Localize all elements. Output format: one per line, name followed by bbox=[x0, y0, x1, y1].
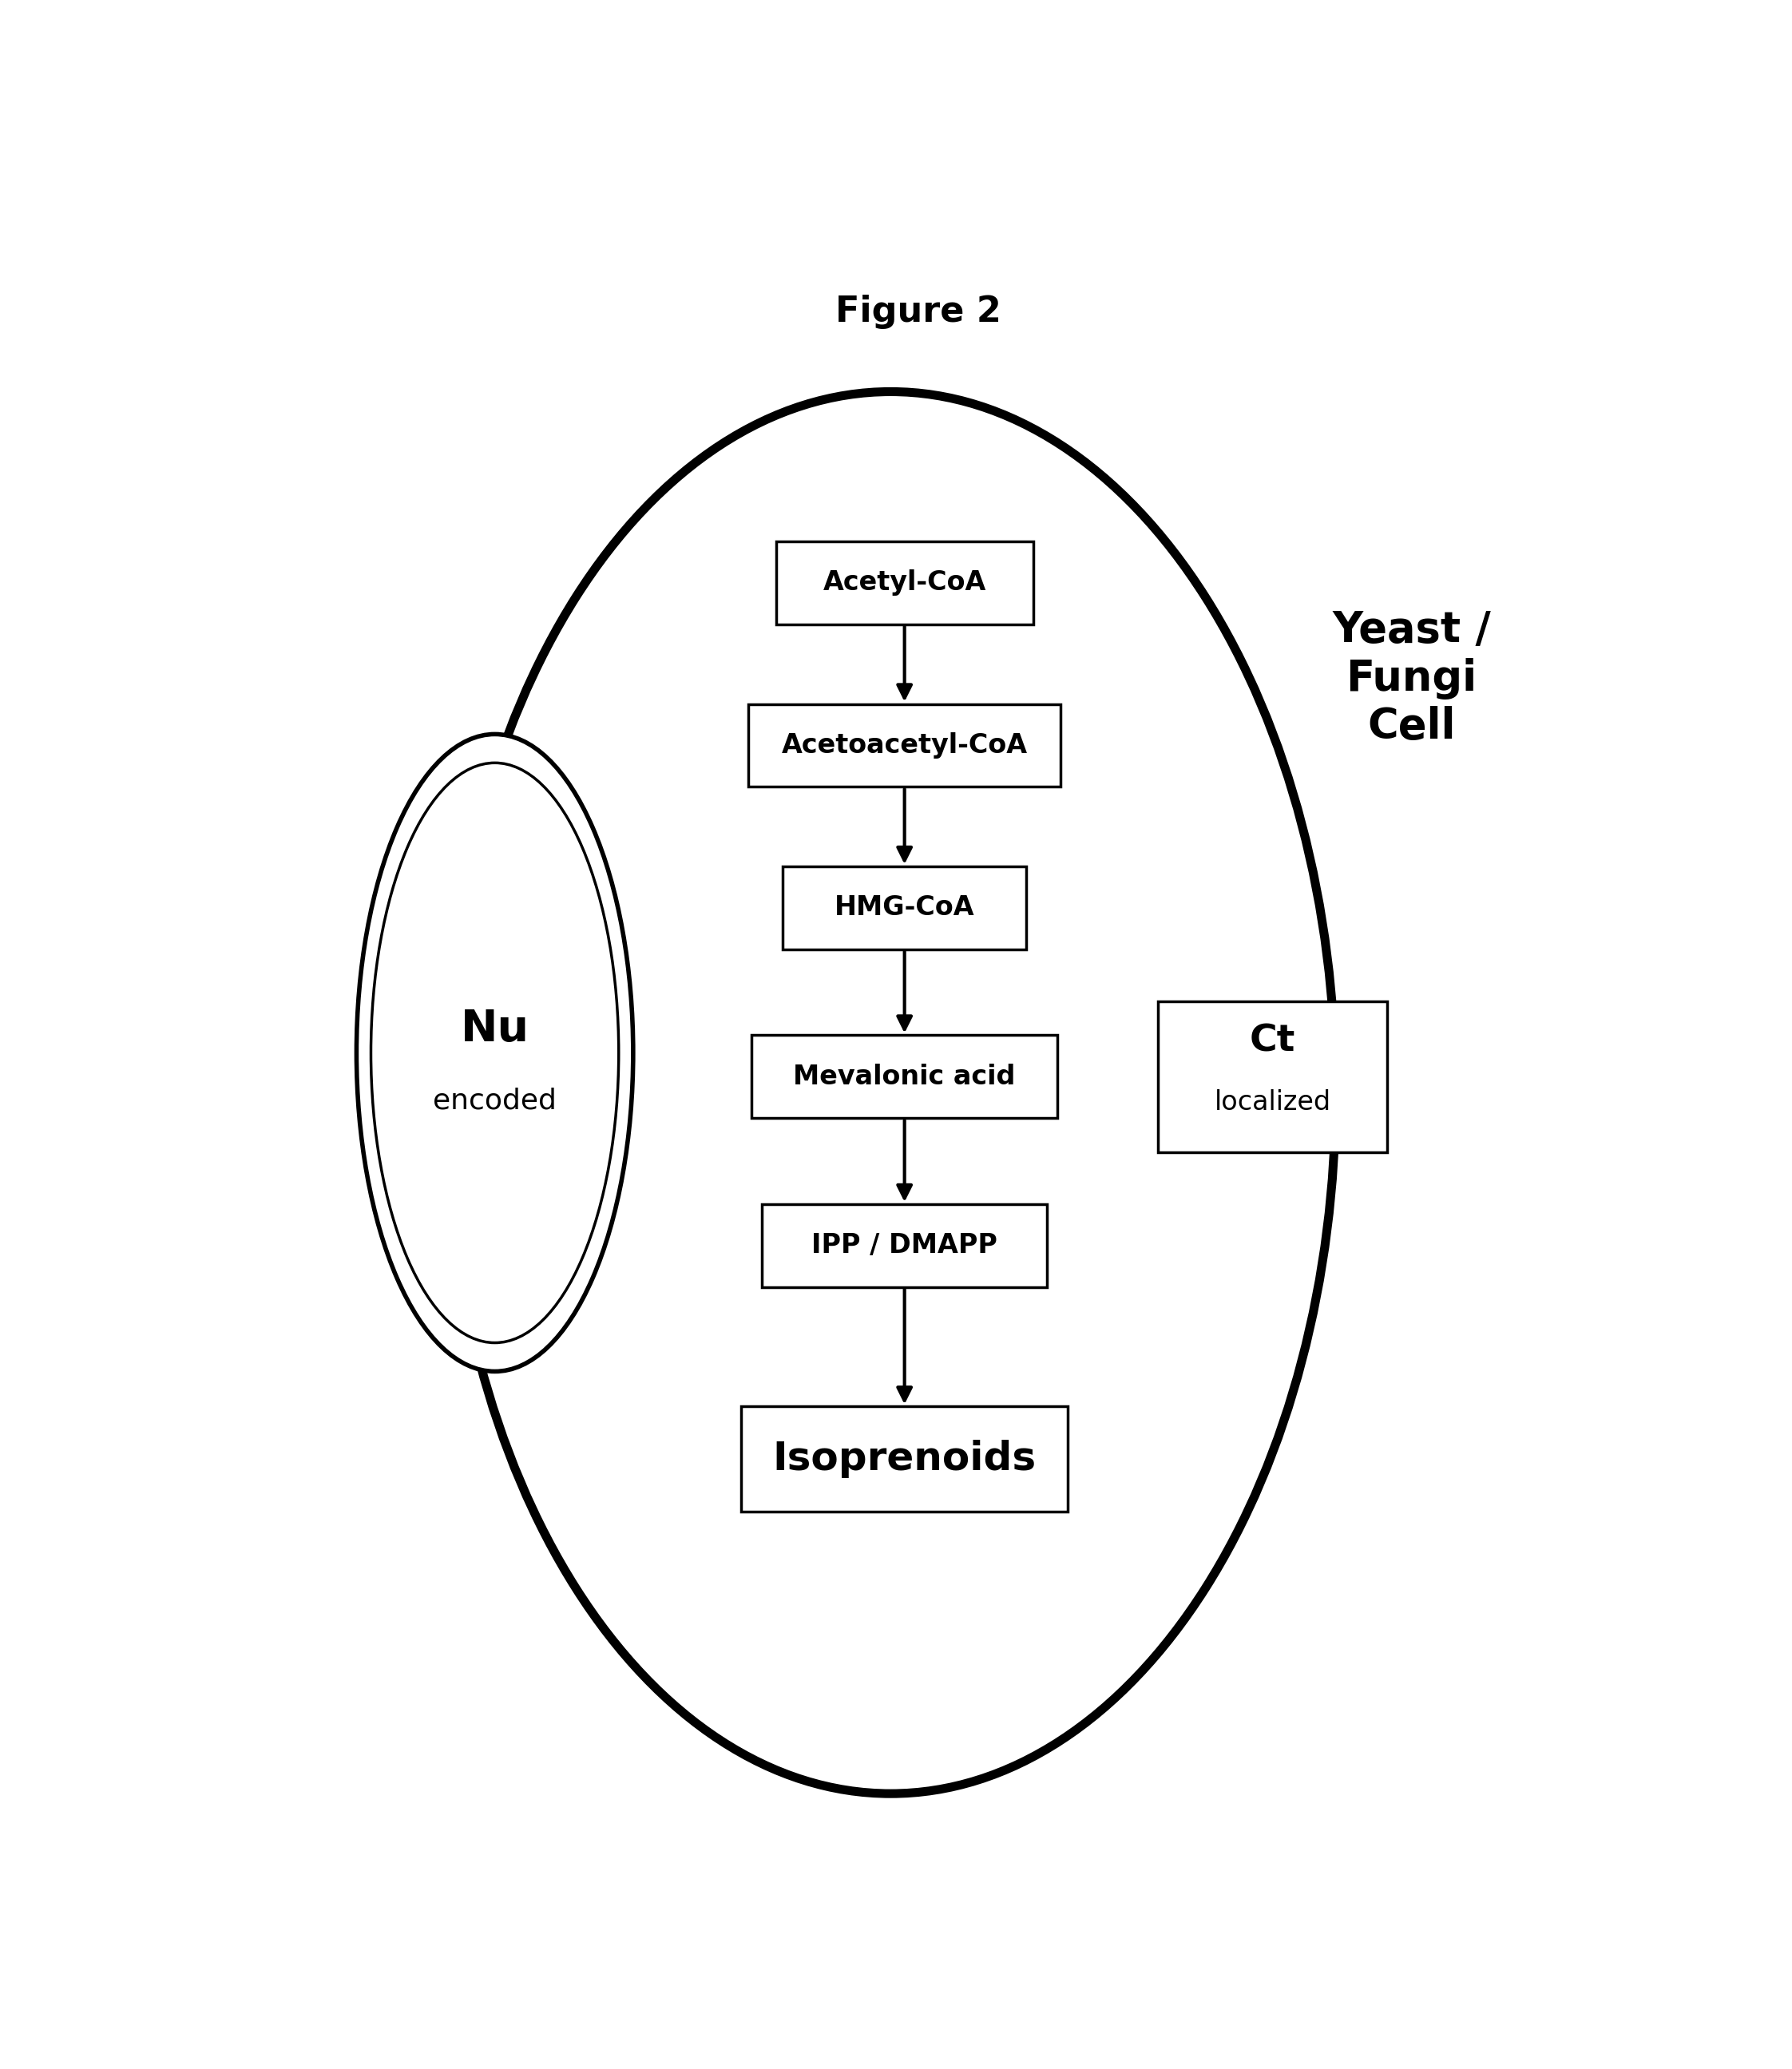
Text: localized: localized bbox=[1215, 1088, 1331, 1115]
Text: HMG-CoA: HMG-CoA bbox=[835, 894, 975, 921]
Text: IPP / DMAPP: IPP / DMAPP bbox=[812, 1233, 998, 1258]
Text: Acetyl-CoA: Acetyl-CoA bbox=[823, 569, 986, 596]
Text: Figure 2: Figure 2 bbox=[835, 296, 1002, 329]
Ellipse shape bbox=[357, 734, 633, 1372]
Text: encoded: encoded bbox=[434, 1086, 557, 1115]
Ellipse shape bbox=[446, 391, 1335, 1794]
Text: Acetoacetyl-CoA: Acetoacetyl-CoA bbox=[781, 732, 1027, 759]
Text: Isoprenoids: Isoprenoids bbox=[772, 1440, 1036, 1477]
FancyBboxPatch shape bbox=[776, 542, 1032, 625]
Text: Yeast /
Fungi
Cell: Yeast / Fungi Cell bbox=[1331, 610, 1491, 747]
FancyBboxPatch shape bbox=[753, 1034, 1057, 1117]
FancyBboxPatch shape bbox=[783, 867, 1027, 950]
FancyBboxPatch shape bbox=[742, 1407, 1068, 1512]
Text: Nu: Nu bbox=[461, 1008, 529, 1051]
Text: Mevalonic acid: Mevalonic acid bbox=[794, 1063, 1016, 1090]
FancyBboxPatch shape bbox=[762, 1204, 1047, 1287]
FancyBboxPatch shape bbox=[749, 703, 1061, 786]
Text: Ct: Ct bbox=[1249, 1024, 1296, 1059]
Ellipse shape bbox=[371, 763, 618, 1343]
FancyBboxPatch shape bbox=[1158, 1001, 1387, 1152]
